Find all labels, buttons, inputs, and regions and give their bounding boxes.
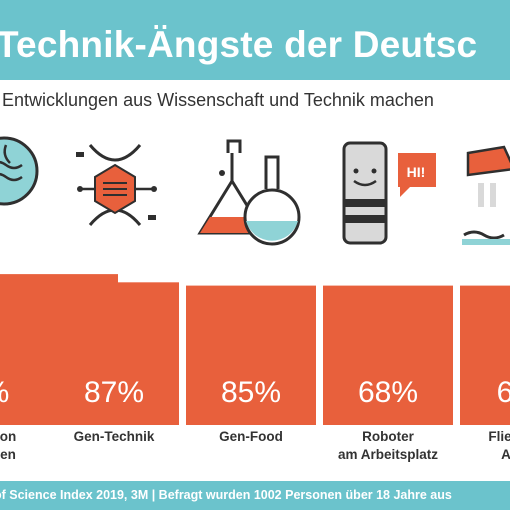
category-label-4: am Arbeitsplatz bbox=[338, 447, 438, 462]
title-banner: Technik-Ängste der Deutsc bbox=[0, 0, 510, 80]
category-label-4: Roboter bbox=[362, 429, 414, 444]
robot-speech-icon: HI! bbox=[342, 141, 436, 245]
category-label-3: Gen-Food bbox=[219, 429, 283, 444]
category-label-5: A bbox=[501, 447, 510, 462]
flying-car-icon bbox=[462, 145, 510, 245]
category-label-5: Flie bbox=[488, 429, 510, 444]
bar-4 bbox=[323, 285, 453, 425]
value-label-4: 68% bbox=[358, 376, 418, 409]
page-subtitle: Entwicklungen aus Wissenschaft und Techn… bbox=[2, 90, 434, 110]
category-label-1: on bbox=[0, 429, 16, 444]
value-label-5: 6 bbox=[497, 376, 510, 409]
climate-globe-icon bbox=[0, 136, 39, 206]
value-label-2: 87% bbox=[84, 376, 144, 409]
svg-text:HI!: HI! bbox=[407, 164, 426, 180]
value-label-3: 85% bbox=[221, 376, 281, 409]
bar-5 bbox=[460, 285, 510, 425]
category-label-2: Gen-Technik bbox=[74, 429, 155, 444]
source-banner: of Science Index 2019, 3M | Befragt wurd… bbox=[0, 481, 510, 510]
bar-chart: HI! % on en 87% Gen-Technik 85% Gen-Food 68% Rob… bbox=[0, 136, 510, 462]
source-note: of Science Index 2019, 3M | Befragt wurd… bbox=[0, 488, 452, 502]
bars-layer: % on en 87% Gen-Technik 85% Gen-Food 68% Roboter… bbox=[0, 274, 510, 462]
lab-flasks-icon bbox=[197, 139, 301, 246]
dna-icon bbox=[76, 144, 157, 226]
page-title: Technik-Ängste der Deutsc bbox=[0, 24, 478, 65]
value-label-1: % bbox=[0, 376, 9, 409]
bar-3 bbox=[186, 285, 316, 425]
bar-2 bbox=[49, 282, 179, 425]
category-label-1: en bbox=[0, 447, 16, 462]
